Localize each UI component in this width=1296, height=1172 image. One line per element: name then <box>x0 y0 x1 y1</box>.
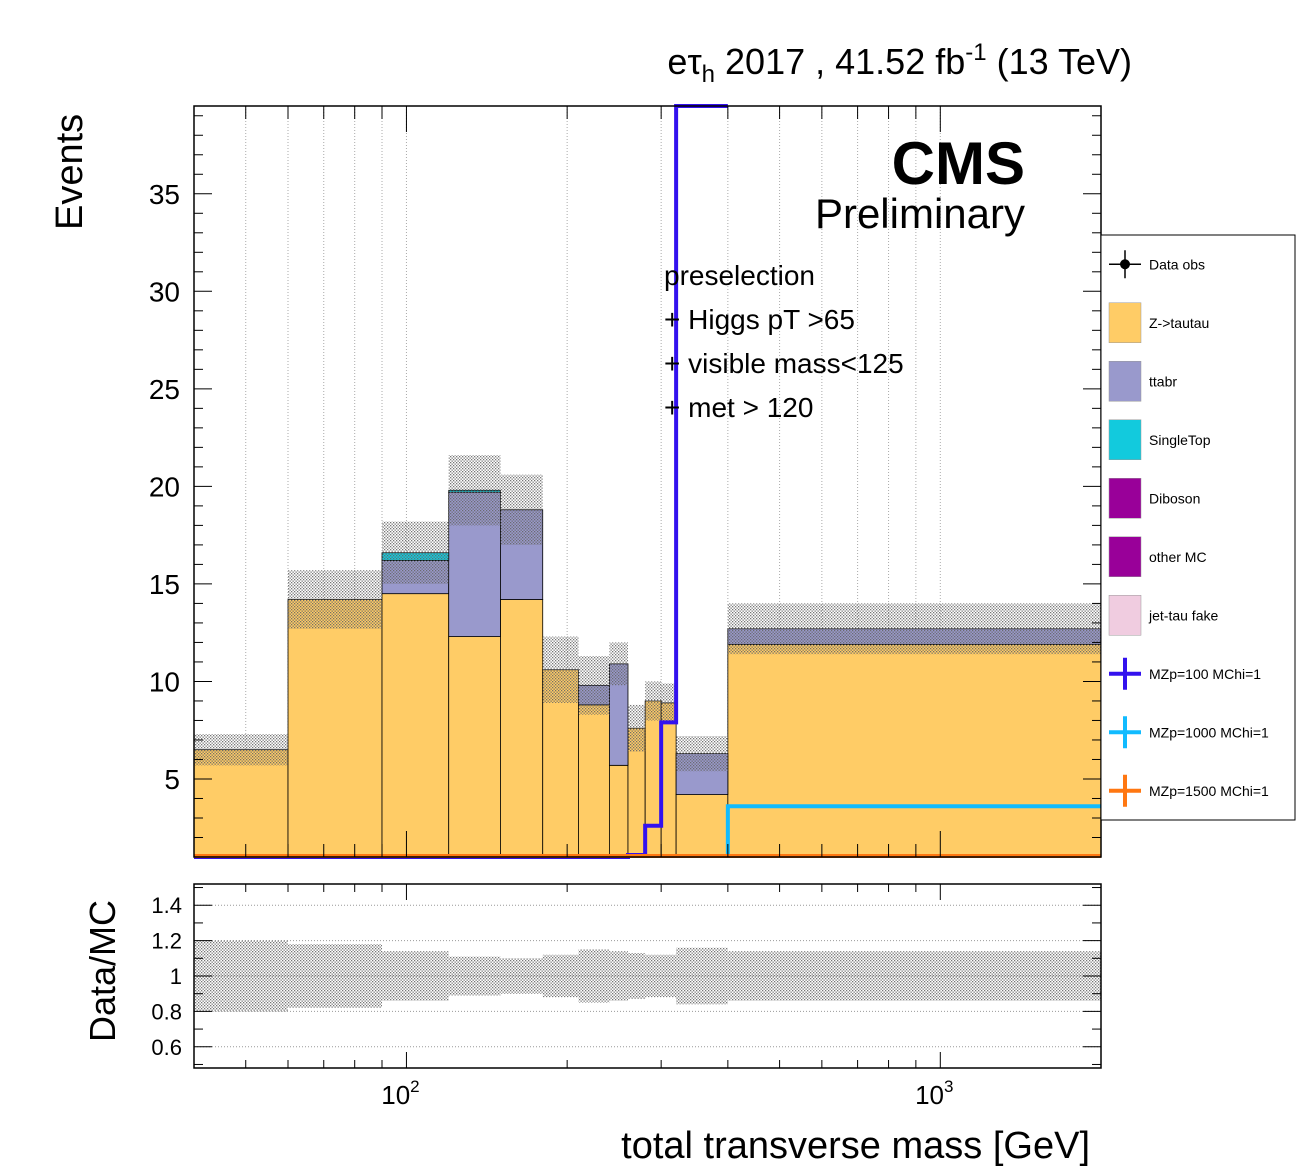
bar-ztt <box>660 702 677 858</box>
y-tick-label: 25 <box>149 374 180 405</box>
header-e: e <box>667 41 687 82</box>
ratio-y-tick-label: 0.6 <box>151 1035 182 1060</box>
legend-entry-ttbar: ttabr <box>1108 361 1177 402</box>
y-tick-label: 5 <box>164 764 180 795</box>
selection-line-1: + Higgs pT >65 <box>664 304 855 335</box>
y-tick-label: 10 <box>149 666 180 697</box>
main-uncertainty-band <box>194 455 1101 772</box>
y-tick-label: 35 <box>149 179 180 210</box>
x-tick-label: 102 <box>381 1077 419 1110</box>
ratio-band-bin <box>727 951 1101 1001</box>
bar-ztt <box>448 636 501 858</box>
ratio-y-tick-label: 1 <box>170 964 182 989</box>
legend-entry-fake: jet-tau fake <box>1108 595 1218 636</box>
uncertainty-bin <box>727 603 1101 655</box>
main-grid <box>245 106 941 857</box>
signal-sig1000 <box>725 804 1101 857</box>
ratio-y-tick-label: 1.2 <box>151 929 182 954</box>
bar-ztt <box>644 700 662 858</box>
legend-entry-diboson: Diboson <box>1108 478 1200 519</box>
header-sub: h <box>702 61 715 88</box>
ratio-band-bin <box>676 947 728 1005</box>
ratio-band-bin <box>542 954 579 998</box>
legend-label: jet-tau fake <box>1148 607 1218 623</box>
ratio-band-bin <box>382 951 449 1001</box>
bar-ztt <box>500 599 544 858</box>
y-tick-label: 30 <box>149 276 180 307</box>
x-tick-label: 103 <box>915 1077 953 1110</box>
legend-label: SingleTop <box>1149 432 1211 448</box>
selection-line-0: preselection <box>664 260 815 291</box>
bar-ztt <box>675 794 729 858</box>
legend-entry-sig1500: MZp=1500 MChi=1 <box>1109 774 1269 807</box>
cms-label: CMS <box>892 130 1025 197</box>
uncertainty-bin <box>288 570 383 629</box>
cms-sublabel: Preliminary <box>815 190 1025 237</box>
legend-label: MZp=100 MChi=1 <box>1149 666 1261 682</box>
legend-entry-ztt: Z->tautau <box>1108 302 1209 343</box>
ratio-band-bin <box>661 954 677 998</box>
uncertainty-bin <box>194 734 289 766</box>
selection-line-2: + visible mass<125 <box>664 348 904 379</box>
header-sup: -1 <box>965 39 986 66</box>
ratio-band-bin <box>609 951 628 1001</box>
y-tick-label: 15 <box>149 569 180 600</box>
y-axis-label: Events <box>49 114 91 230</box>
uncertainty-bin <box>645 681 662 721</box>
uncertainty-bin <box>661 683 677 723</box>
legend-label: MZp=1500 MChi=1 <box>1149 783 1269 799</box>
ratio-band-bin <box>500 958 543 994</box>
legend-entry-other: other MC <box>1108 536 1207 577</box>
y-tick-label: 20 <box>149 471 180 502</box>
ratio-band-bin <box>288 944 383 1008</box>
bar-ztt <box>381 593 450 858</box>
legend-label: MZp=1000 MChi=1 <box>1149 724 1269 740</box>
x-axis-label: total transverse mass [GeV] <box>621 1125 1090 1167</box>
uncertainty-bin <box>676 736 728 772</box>
bar-ztt <box>727 643 1102 858</box>
ratio-y-tick-label: 0.8 <box>151 999 182 1024</box>
header-rest: 2017 , 41.52 fb <box>715 41 965 82</box>
legend-entry-singletop: SingleTop <box>1108 419 1211 460</box>
legend-entry-sig100: MZp=100 MChi=1 <box>1109 657 1261 690</box>
legend-label: Data obs <box>1149 256 1205 272</box>
legend-label: ttabr <box>1149 373 1177 389</box>
uncertainty-bin <box>627 704 646 752</box>
selection-text: preselection + Higgs pT >65 + visible ma… <box>664 260 904 423</box>
ratio-band-bin <box>578 949 610 1003</box>
ratio-axes: 0.6 0.8 1 1.2 1.4 102 103 <box>151 883 1102 1110</box>
ratio-uncertainty-band <box>194 940 1101 1012</box>
main-bars <box>193 489 1102 858</box>
bar-ztt <box>609 764 629 858</box>
ratio-y-tick-label: 1.4 <box>151 893 182 918</box>
luminosity-label: eτh 2017 , 41.52 fb-1 (13 TeV) <box>667 39 1132 88</box>
selection-line-3: + met > 120 <box>664 392 813 423</box>
header-energy: (13 TeV) <box>987 41 1132 82</box>
ratio-band-bin <box>645 954 662 998</box>
legend-entry-data: Data obs <box>1109 250 1205 279</box>
legend-entry-sig1000: MZp=1000 MChi=1 <box>1109 716 1269 749</box>
ratio-band-bin <box>448 956 501 996</box>
uncertainty-bin <box>578 656 610 715</box>
uncertainty-bin <box>500 474 543 545</box>
legend-label: Diboson <box>1149 490 1200 506</box>
legend-label: Z->tautau <box>1149 315 1209 331</box>
uncertainty-bin <box>542 636 579 703</box>
ratio-band-bin <box>627 953 646 999</box>
header-tau: τ <box>687 41 701 82</box>
bar-ztt <box>193 749 289 858</box>
uncertainty-bin <box>609 642 628 686</box>
uncertainty-bin <box>382 521 449 584</box>
legend-label: other MC <box>1149 549 1207 565</box>
bar-ztt <box>578 704 610 858</box>
ratio-y-axis-label: Data/MC <box>82 900 123 1042</box>
bar-ztt <box>287 599 383 858</box>
legend: Data obs Z->tautau ttabr SingleTop Diboson ot… <box>1100 234 1296 821</box>
uncertainty-bin <box>448 455 501 526</box>
